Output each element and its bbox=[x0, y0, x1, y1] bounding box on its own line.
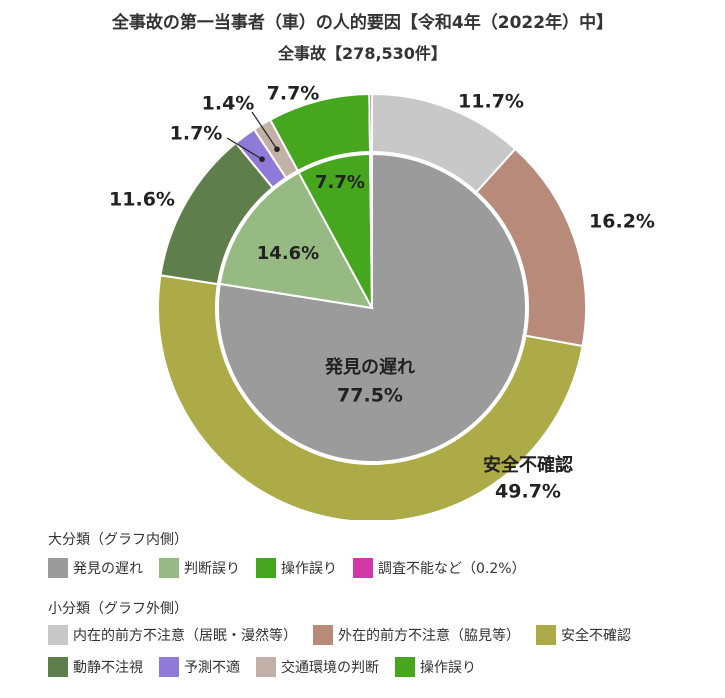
legend-label: 調査不能など（0.2%） bbox=[378, 561, 526, 577]
legend-item-traffic-judgment: 交通環境の判断 bbox=[256, 657, 379, 677]
legend-swatch bbox=[48, 657, 68, 677]
legend-label: 判断誤り bbox=[184, 561, 240, 577]
legend-item-judgment-error: 判断誤り bbox=[159, 558, 240, 578]
legend-item-operation-error: 操作誤り bbox=[256, 558, 337, 578]
donut-chart: 発見の遅れ 77.5% 14.6% 7.7% 11.7% 16.2% 安全不確認 49.7% 1… bbox=[109, 83, 655, 520]
leader-line-4-dot bbox=[259, 156, 265, 163]
legend-label: 操作誤り bbox=[281, 561, 337, 577]
leader-line-4 bbox=[226, 137, 263, 160]
outer-slice-2 bbox=[157, 274, 584, 520]
legend-label: 動静不注視 bbox=[73, 660, 143, 676]
legend-swatch bbox=[48, 558, 68, 578]
legend-item-unknown: 調査不能など（0.2%） bbox=[353, 558, 526, 578]
legend-outer-heading: 小分類（グラフ外側） bbox=[48, 601, 188, 617]
outer-value-label-3: 11.6% bbox=[109, 189, 175, 211]
legend-swatch bbox=[256, 558, 276, 578]
chart-title: 全事故の第一当事者（車）の人的要因【令和4年（2022年）中】 bbox=[111, 13, 614, 33]
outer-value-label-0: 11.7% bbox=[458, 91, 524, 113]
legend-label: 安全不確認 bbox=[561, 628, 631, 644]
legend-swatch bbox=[48, 625, 68, 645]
outer-value-label-1: 16.2% bbox=[589, 211, 655, 233]
inner-value-label-0: 77.5% bbox=[337, 385, 403, 407]
leader-line-5 bbox=[251, 111, 278, 150]
legend-item-operation-error-outer: 操作誤り bbox=[395, 657, 476, 677]
legend-swatch bbox=[313, 625, 333, 645]
legend-item-safety-unconfirmed: 安全不確認 bbox=[536, 625, 631, 645]
outer-value-label-5: 1.4% bbox=[202, 93, 255, 115]
legend-swatch bbox=[536, 625, 556, 645]
legend-swatch bbox=[353, 558, 373, 578]
legend-label: 発見の遅れ bbox=[73, 561, 143, 577]
leader-line-5-dot bbox=[274, 146, 280, 153]
legend-item-prediction-error: 予測不適 bbox=[159, 657, 240, 677]
outer-slice-7 bbox=[368, 92, 373, 154]
legend-label: 交通環境の判断 bbox=[281, 660, 379, 676]
inner-pie bbox=[217, 152, 527, 463]
outer-label-name-2: 安全不確認 bbox=[483, 454, 573, 476]
legend-swatch bbox=[395, 657, 415, 677]
legend-label: 内在的前方不注意（居眠・漫然等） bbox=[73, 628, 297, 644]
inner-value-label-1: 14.6% bbox=[257, 243, 319, 264]
chart-subtitle: 全事故【278,530件】 bbox=[278, 44, 447, 63]
legend-label: 予測不適 bbox=[184, 660, 240, 676]
legend-outer-row-1: 内在的前方不注意（居眠・漫然等） 外在的前方不注意（脇見等） 安全不確認 bbox=[48, 625, 647, 645]
legend-item-internal-inattention: 内在的前方不注意（居眠・漫然等） bbox=[48, 625, 297, 645]
legend-item-detection-delay: 発見の遅れ bbox=[48, 558, 143, 578]
outer-value-label-2: 49.7% bbox=[495, 481, 561, 503]
inner-value-label-2: 7.7% bbox=[315, 172, 365, 193]
inner-slice-1 bbox=[218, 171, 374, 310]
legend-item-external-inattention: 外在的前方不注意（脇見等） bbox=[313, 625, 520, 645]
legend-label: 外在的前方不注意（脇見等） bbox=[338, 628, 520, 644]
outer-value-label-4: 1.7% bbox=[170, 123, 223, 145]
legend-label: 操作誤り bbox=[420, 660, 476, 676]
legend-inner-row: 発見の遅れ 判断誤り 操作誤り 調査不能など（0.2%） bbox=[48, 558, 542, 578]
inner-slice-3 bbox=[369, 152, 373, 309]
legend-inner-heading: 大分類（グラフ内側） bbox=[48, 532, 188, 548]
outer-value-label-6: 7.7% bbox=[267, 83, 320, 105]
legend-swatch bbox=[159, 558, 179, 578]
legend-item-movement-inattention: 動静不注視 bbox=[48, 657, 143, 677]
inner-label-name-0: 発見の遅れ bbox=[324, 356, 415, 378]
legend-swatch bbox=[256, 657, 276, 677]
legend-outer-row-2: 動静不注視 予測不適 交通環境の判断 操作誤り bbox=[48, 657, 492, 677]
legend-swatch bbox=[159, 657, 179, 677]
label-layer: 発見の遅れ 77.5% 14.6% 7.7% 11.7% 16.2% 安全不確認 49.7% 1… bbox=[109, 83, 655, 503]
